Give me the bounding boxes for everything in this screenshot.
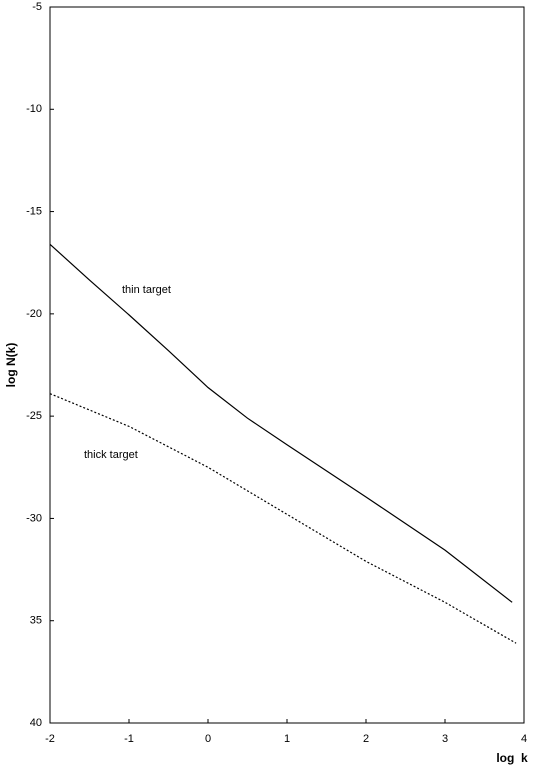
y-axis-label: log N(k) xyxy=(4,343,18,388)
x-tick-label: 4 xyxy=(521,733,527,745)
x-tick-label: -2 xyxy=(45,733,55,745)
y-tick-label: -10 xyxy=(26,103,42,115)
y-tick-label: 40 xyxy=(30,717,42,729)
x-tick-label: 2 xyxy=(363,733,369,745)
plot-frame xyxy=(49,6,525,724)
y-tick-label: -15 xyxy=(26,205,42,217)
y-tick-label: -20 xyxy=(26,308,42,320)
y-tick-label: 35 xyxy=(30,615,42,627)
x-tick-label: 0 xyxy=(205,733,211,745)
series-line xyxy=(49,243,513,603)
y-tick-label: -25 xyxy=(26,410,42,422)
y-tick-label: -30 xyxy=(26,512,42,524)
annotation: thin target xyxy=(122,284,171,296)
x-tick-label: 1 xyxy=(284,733,290,745)
x-tick-label: -1 xyxy=(124,733,134,745)
series-line xyxy=(49,393,517,644)
annotation: thick target xyxy=(84,449,138,461)
x-tick-label: 3 xyxy=(442,733,448,745)
x-axis-label: log k xyxy=(496,751,528,765)
y-tick-label: -5 xyxy=(32,1,42,13)
